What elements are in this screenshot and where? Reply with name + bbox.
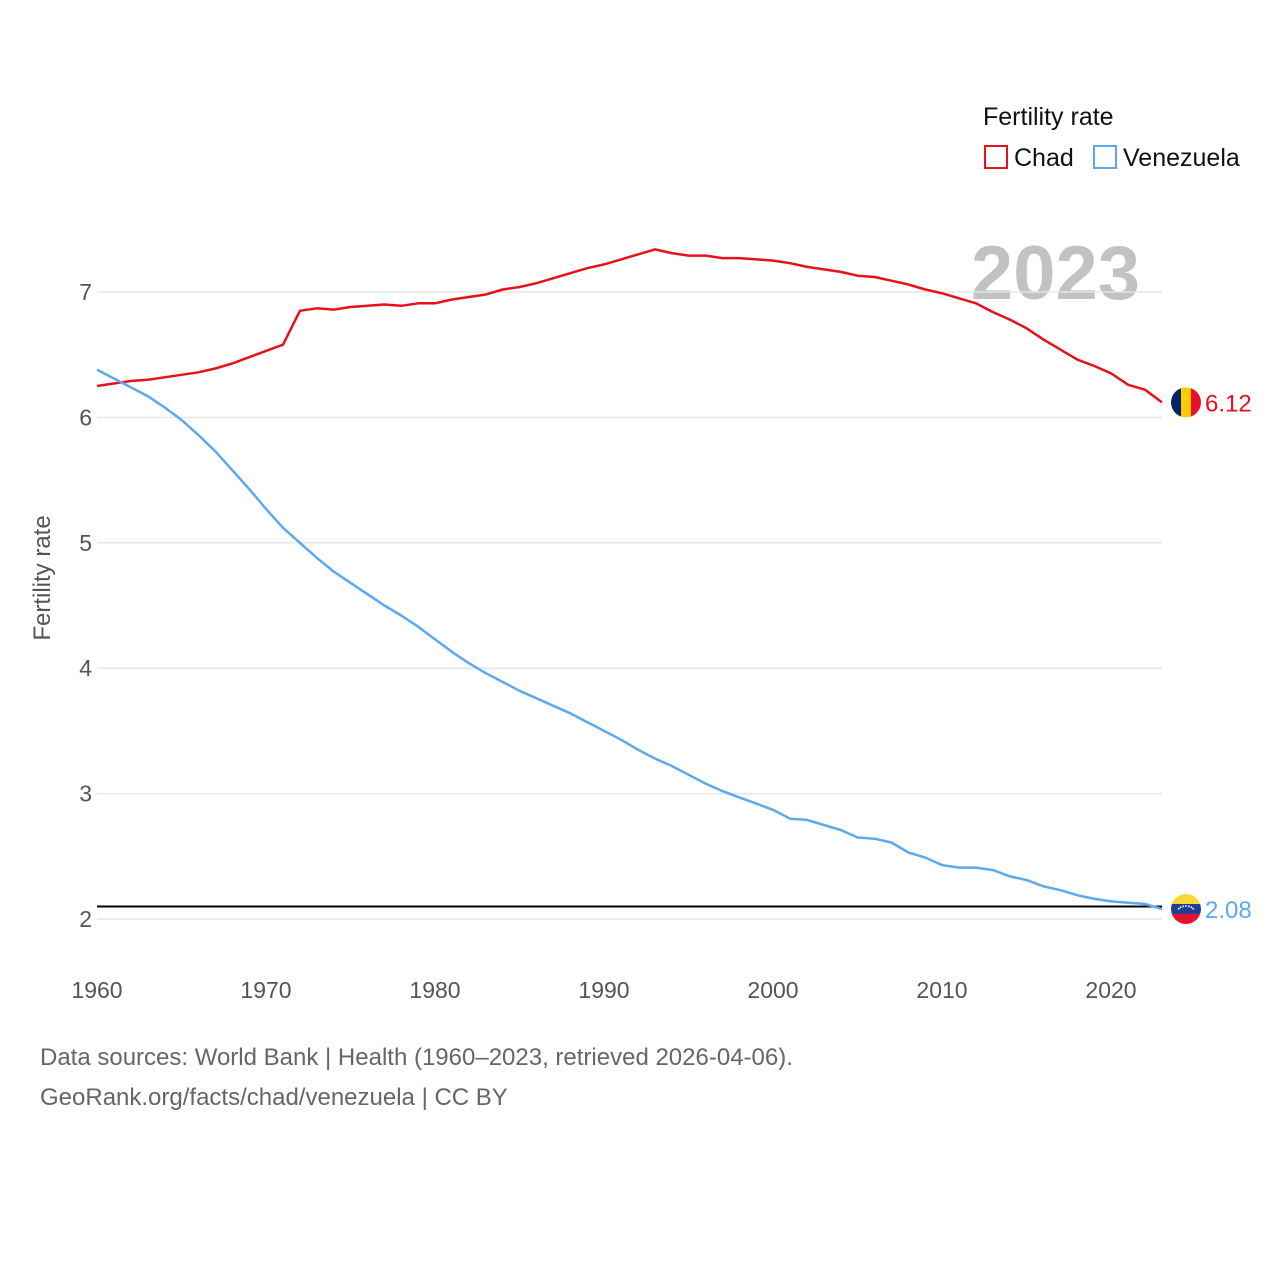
y-tick-label-4: 4: [79, 655, 92, 681]
end-label-chad: 6.12: [1205, 390, 1252, 417]
x-tick-label-2020: 2020: [1085, 977, 1136, 1003]
x-tick-label-1980: 1980: [409, 977, 460, 1003]
venezuela-flag-star: [1177, 907, 1180, 910]
x-tick-label-1990: 1990: [578, 977, 629, 1003]
legend-label-venezuela[interactable]: Venezuela: [1123, 144, 1240, 172]
venezuela-flag-star: [1190, 906, 1193, 909]
footer-credit: GeoRank.org/facts/chad/venezuela | CC BY: [40, 1084, 508, 1111]
legend-swatch-venezuela[interactable]: [1093, 145, 1117, 169]
chad-flag: [1171, 387, 1201, 418]
x-ticks: 1960 1970 1980 1990 2000 2010 2020: [71, 977, 1136, 1003]
y-tick-label-6: 6: [79, 404, 92, 430]
chad-flag-red: [1191, 387, 1201, 418]
gridlines: [97, 291, 1162, 920]
y-tick-label-3: 3: [79, 781, 92, 807]
y-tick-label-7: 7: [79, 279, 92, 305]
venezuela-flag-yellow: [1171, 893, 1201, 904]
venezuela-flag-star: [1182, 905, 1185, 908]
year-stamp: 2023: [971, 231, 1140, 316]
legend-swatch-chad[interactable]: [984, 145, 1008, 169]
venezuela-flag-star: [1179, 906, 1182, 909]
y-axis-label: Fertility rate: [29, 515, 56, 640]
end-label-venezuela: 2.08: [1205, 897, 1252, 924]
series-group: [96, 248, 1163, 911]
venezuela-flag-blue: [1171, 903, 1201, 914]
venezuela-flag-red: [1171, 913, 1201, 924]
venezuela-flag-star: [1192, 907, 1195, 910]
chad-flag-blue: [1171, 387, 1181, 418]
legend-title: Fertility rate: [983, 103, 1114, 131]
end-markers: 6.12 2.08: [1171, 387, 1252, 924]
footer-sources: Data sources: World Bank | Health (1960–…: [40, 1044, 793, 1071]
x-tick-label-2000: 2000: [747, 977, 798, 1003]
venezuela-flag-star: [1185, 905, 1187, 907]
series-line-chad: [96, 248, 1163, 404]
x-tick-label-2010: 2010: [916, 977, 967, 1003]
venezuela-flag-star: [1187, 905, 1190, 908]
venezuela-flag: [1171, 893, 1201, 924]
fertility-chart: Fertility rate Chad Venezuela 2023 Ferti…: [29, 103, 1252, 1003]
y-tick-label-2: 2: [79, 906, 92, 932]
y-tick-label-5: 5: [79, 530, 92, 556]
y-ticks: 2 3 4 5 6 7: [79, 279, 92, 932]
legend-label-chad[interactable]: Chad: [1014, 144, 1074, 172]
chad-flag-yellow: [1181, 387, 1191, 418]
series-line-venezuela: [96, 368, 1163, 911]
x-tick-label-1960: 1960: [71, 977, 122, 1003]
x-tick-label-1970: 1970: [240, 977, 291, 1003]
